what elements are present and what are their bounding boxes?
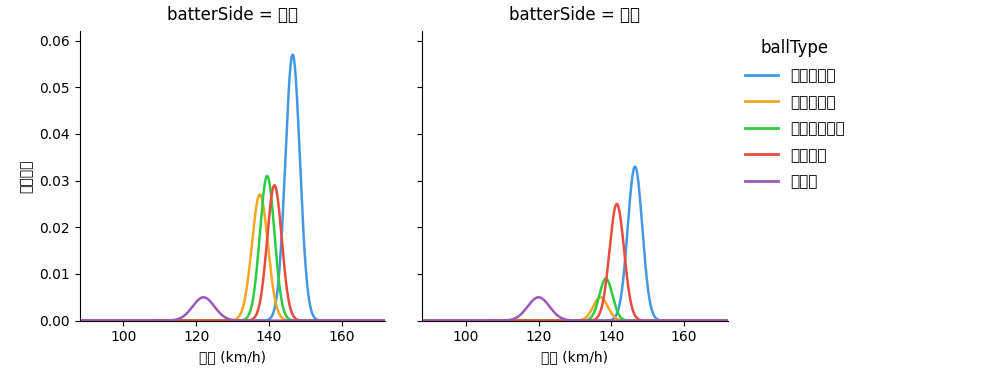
Y-axis label: 確率密度: 確率密度: [20, 159, 34, 193]
Title: batterSide = 左打: batterSide = 左打: [509, 6, 640, 24]
X-axis label: 球速 (km/h): 球速 (km/h): [541, 350, 608, 364]
Legend: ストレート, スライダー, カットボール, シンカー, カーブ: ストレート, スライダー, カットボール, シンカー, カーブ: [745, 39, 845, 189]
X-axis label: 球速 (km/h): 球速 (km/h): [199, 350, 266, 364]
Title: batterSide = 右打: batterSide = 右打: [167, 6, 298, 24]
